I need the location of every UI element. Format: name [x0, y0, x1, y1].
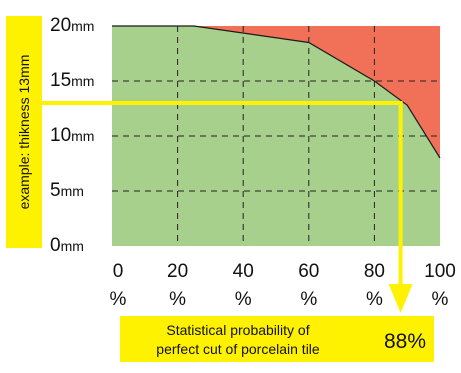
x-tick-suffix-60: %	[300, 289, 317, 310]
x-tick-label-40: 40	[233, 261, 254, 282]
probability-note-box: Statistical probability of perfect cut o…	[120, 316, 434, 362]
y-tick-label-10: 10mm	[50, 125, 94, 146]
example-label-box: example: thikness 13mm	[6, 16, 42, 248]
x-tick-label-80: 80	[364, 261, 385, 282]
probability-note-line-2: perfect cut of porcelain tile	[156, 341, 320, 357]
example-guide-arrow	[42, 101, 413, 313]
y-tick-label-15: 15mm	[50, 70, 94, 91]
plot-area	[112, 25, 441, 246]
x-tick-suffix-40: %	[235, 289, 252, 310]
probability-note-line-1: Statistical probability of	[166, 322, 309, 338]
probability-note-value: 88%	[384, 330, 426, 353]
x-tick-suffix-20: %	[169, 289, 186, 310]
boundary-line	[112, 25, 441, 159]
x-tick-suffix-100: %	[432, 289, 449, 310]
example-label: example: thikness 13mm	[16, 55, 32, 210]
y-tick-label-0: 0mm	[50, 235, 84, 256]
x-tick-suffix-0: %	[110, 289, 127, 310]
x-tick-label-60: 60	[298, 261, 319, 282]
x-tick-suffix-80: %	[366, 289, 383, 310]
x-tick-label-0: 0	[113, 261, 124, 282]
guide-arrowhead	[388, 284, 413, 313]
x-tick-label-20: 20	[167, 261, 188, 282]
y-axis-tick-labels: 0mm 5mm 10mm 15mm 20mm	[50, 15, 94, 256]
y-tick-label-5: 5mm	[50, 180, 84, 201]
x-tick-label-100: 100	[424, 261, 456, 282]
x-axis-tick-labels: 0% 20% 40% 60% 80% 100%	[110, 261, 456, 310]
y-tick-label-20: 20mm	[50, 15, 94, 36]
guide-line	[42, 101, 403, 288]
